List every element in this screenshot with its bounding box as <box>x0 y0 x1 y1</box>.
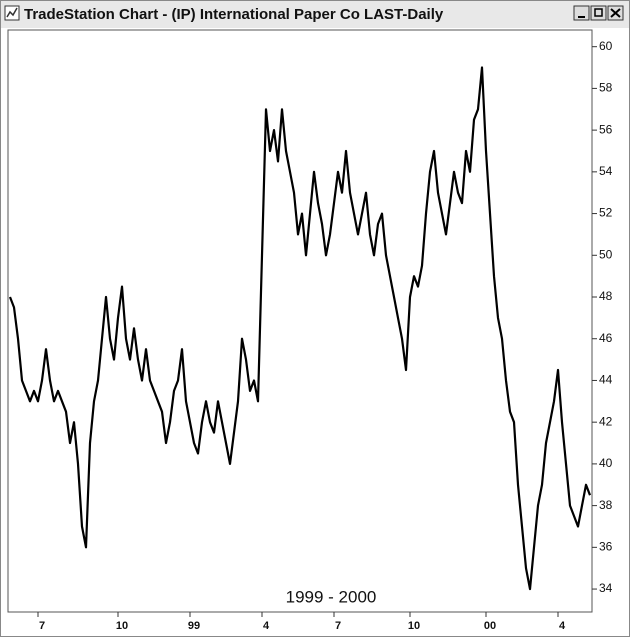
y-tick-label: 36 <box>599 540 613 554</box>
x-tick-label: 7 <box>39 620 45 632</box>
y-tick-label: 46 <box>599 331 613 345</box>
y-tick-label: 48 <box>599 289 613 303</box>
plot: 34 36 38 40 42 44 46 48 50 52 54 56 58 60 7 10 99 4 7 10 00 4 <box>8 39 613 632</box>
maximize-glyph <box>594 8 603 17</box>
minimize-button[interactable] <box>573 5 590 21</box>
price-line <box>8 66 592 591</box>
window-controls[interactable] <box>573 5 624 21</box>
close-glyph <box>610 8 621 18</box>
plot-frame <box>7 29 593 613</box>
y-tick-label: 56 <box>599 122 613 136</box>
y-tick-label: 42 <box>599 414 613 428</box>
x-tick-label: 4 <box>263 620 270 632</box>
y-tick-label: 50 <box>599 247 613 261</box>
x-tick-label: 99 <box>188 620 200 632</box>
y-tick-label: 44 <box>599 373 613 387</box>
x-tick-label: 7 <box>335 620 341 632</box>
y-tick-label: 54 <box>599 164 613 178</box>
maximize-button[interactable] <box>590 5 607 21</box>
x-tick-label: 10 <box>408 620 420 632</box>
x-tick-label: 10 <box>116 620 128 632</box>
x-tick-label: 4 <box>559 620 566 632</box>
y-tick-label: 38 <box>599 498 613 512</box>
app-icon-glyph <box>6 7 18 18</box>
annotation: 1999 - 2000 <box>286 587 377 606</box>
y-tick-label: 40 <box>599 456 613 470</box>
y-tick-label: 34 <box>599 581 613 595</box>
y-tick-label: 58 <box>599 81 613 95</box>
title-bar <box>1 1 629 28</box>
y-tick-label: 60 <box>599 39 613 53</box>
window-title: TradeStation Chart - (IP) International … <box>24 6 444 23</box>
y-tick-label: 52 <box>599 206 613 220</box>
x-tick-label: 00 <box>484 620 496 632</box>
